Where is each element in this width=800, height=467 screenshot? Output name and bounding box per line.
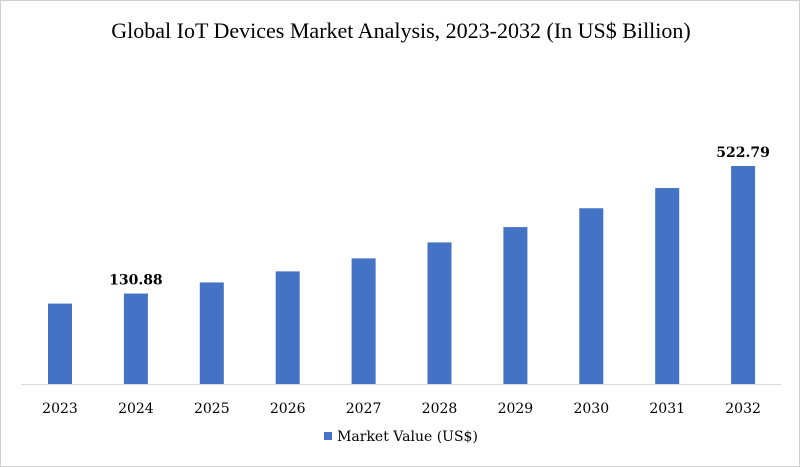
data-label: 130.88 xyxy=(109,273,163,289)
legend-swatch xyxy=(324,432,333,440)
bar-2026 xyxy=(275,271,300,384)
chart-title-text: Global IoT Devices Market Analysis, 2023… xyxy=(111,18,691,43)
bar-2032 xyxy=(731,166,756,384)
x-tick-label: 2023 xyxy=(42,401,78,417)
x-tick-label: 2032 xyxy=(725,401,761,417)
bar-2024 xyxy=(123,293,148,384)
bar-2028 xyxy=(427,242,452,384)
x-tick-label: 2025 xyxy=(194,401,230,417)
x-tick-label: 2031 xyxy=(649,401,685,417)
bar-2031 xyxy=(655,188,680,384)
chart-title: Global IoT Devices Market Analysis, 2023… xyxy=(1,15,799,46)
x-tick-label: 2024 xyxy=(118,401,154,417)
x-tick-label: 2027 xyxy=(346,401,382,417)
x-tick-label: 2028 xyxy=(422,401,458,417)
x-tick-label: 2026 xyxy=(270,401,306,417)
bar-2027 xyxy=(351,258,376,384)
x-tick-label: 2030 xyxy=(573,401,609,417)
legend: Market Value (US$) xyxy=(1,429,799,445)
legend-label: Market Value (US$) xyxy=(337,429,478,445)
bar-2023 xyxy=(48,303,72,384)
x-tick-label: 2029 xyxy=(498,401,534,417)
data-label: 522.79 xyxy=(716,145,770,161)
bar-2025 xyxy=(199,282,224,384)
bar-2030 xyxy=(579,208,604,384)
bar-2029 xyxy=(503,227,528,384)
